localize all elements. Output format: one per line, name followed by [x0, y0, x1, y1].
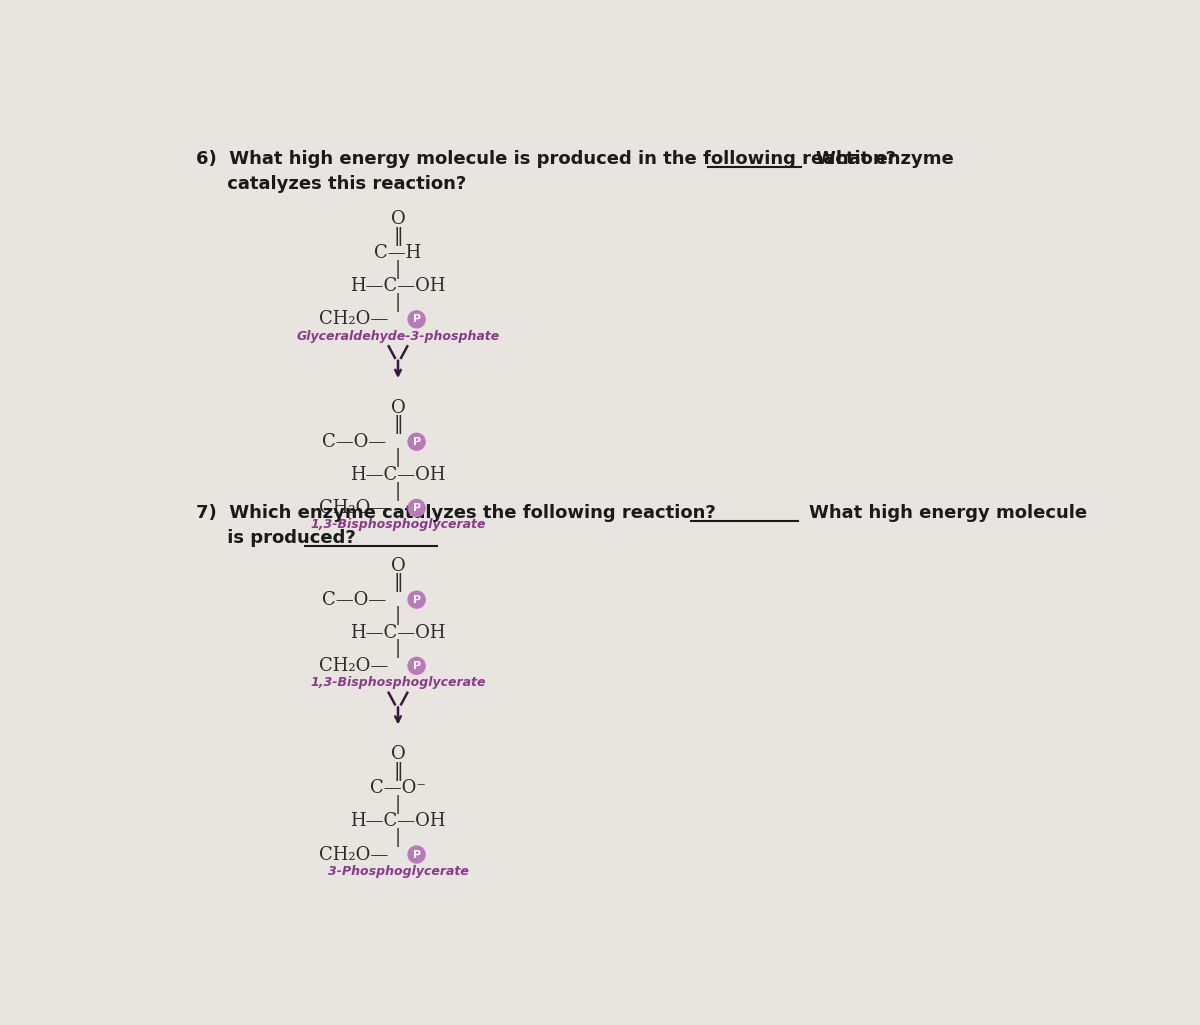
Text: H—C—OH: H—C—OH [350, 466, 445, 484]
Text: ‖: ‖ [394, 762, 403, 781]
Text: CH₂O—: CH₂O— [319, 657, 389, 674]
Text: C—O—: C—O— [322, 433, 386, 451]
Text: |: | [395, 828, 401, 847]
Text: H—C—OH: H—C—OH [350, 813, 445, 830]
Circle shape [408, 311, 425, 328]
Circle shape [408, 434, 425, 450]
Text: H—C—OH: H—C—OH [350, 277, 445, 295]
Text: O: O [391, 399, 406, 417]
Text: C—H: C—H [374, 244, 421, 262]
Text: 6)  What high energy molecule is produced in the following reaction?: 6) What high energy molecule is produced… [197, 150, 896, 168]
Text: is produced?: is produced? [197, 529, 356, 546]
Text: |: | [395, 607, 401, 625]
Text: O: O [391, 210, 406, 229]
Text: O: O [391, 557, 406, 575]
Text: P: P [413, 503, 421, 512]
Text: 1,3-Bisphosphoglycerate: 1,3-Bisphosphoglycerate [311, 519, 486, 531]
Text: P: P [413, 594, 421, 605]
Text: P: P [413, 850, 421, 860]
Text: |: | [395, 482, 401, 500]
Circle shape [408, 591, 425, 608]
Text: ‖: ‖ [394, 227, 403, 246]
Circle shape [408, 499, 425, 517]
Text: What high energy molecule: What high energy molecule [809, 504, 1087, 522]
Text: C—O—: C—O— [322, 590, 386, 609]
Text: H—C—OH: H—C—OH [350, 624, 445, 642]
Text: CH₂O—: CH₂O— [319, 311, 389, 328]
Circle shape [408, 657, 425, 674]
Text: |: | [395, 640, 401, 658]
Text: |: | [395, 293, 401, 312]
Text: P: P [413, 315, 421, 324]
Text: C—O⁻: C—O⁻ [370, 779, 426, 797]
Text: ‖: ‖ [394, 573, 403, 592]
Text: |: | [395, 259, 401, 279]
Text: What enzyme: What enzyme [816, 150, 954, 168]
Text: 1,3-Bisphosphoglycerate: 1,3-Bisphosphoglycerate [311, 676, 486, 689]
Text: CH₂O—: CH₂O— [319, 499, 389, 517]
Text: P: P [413, 437, 421, 447]
Circle shape [408, 846, 425, 863]
Text: catalyzes this reaction?: catalyzes this reaction? [197, 174, 467, 193]
Text: ‖: ‖ [394, 415, 403, 435]
Text: Glyceraldehyde-3-phosphate: Glyceraldehyde-3-phosphate [296, 330, 499, 342]
Text: CH₂O—: CH₂O— [319, 846, 389, 863]
Text: |: | [395, 449, 401, 467]
Text: 7)  Which enzyme catalyzes the following reaction?: 7) Which enzyme catalyzes the following … [197, 504, 716, 522]
Text: 3-Phosphoglycerate: 3-Phosphoglycerate [328, 865, 468, 878]
Text: |: | [395, 795, 401, 814]
Text: P: P [413, 661, 421, 670]
Text: O: O [391, 745, 406, 764]
